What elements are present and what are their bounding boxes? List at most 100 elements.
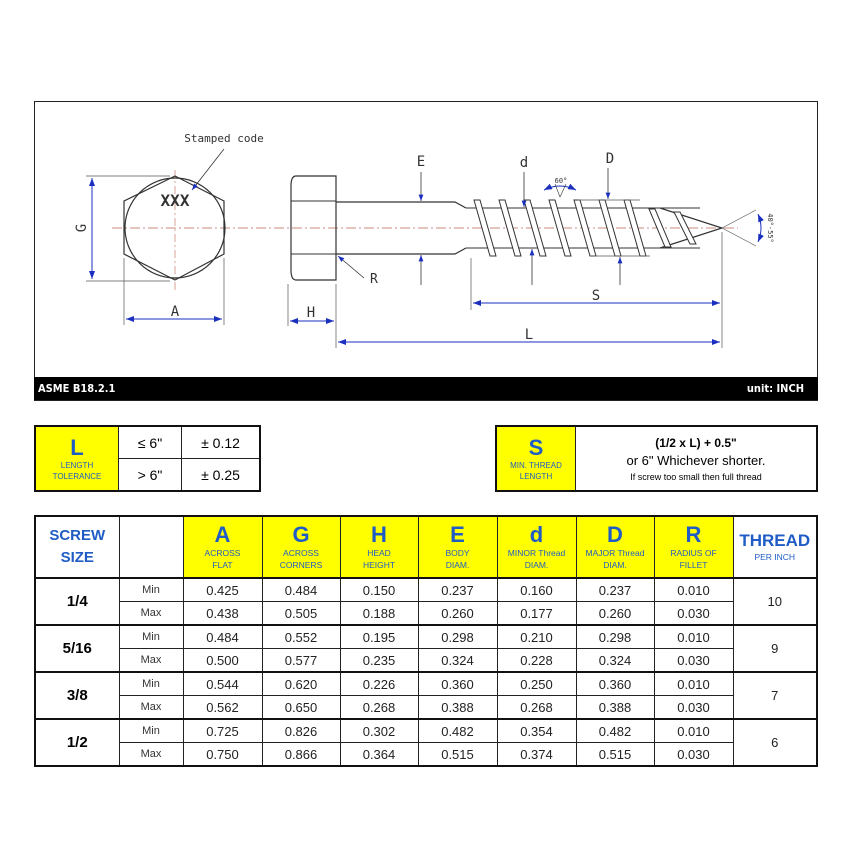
label-g: G — [74, 224, 90, 232]
label-h: H — [307, 305, 315, 321]
threads-per-inch-cell: 6 — [732, 718, 818, 767]
value-cell: 0.544 — [182, 671, 263, 696]
table-row: 5/16 Min 0.484 0.552 0.195 0.298 0.210 0.298 0.0… — [34, 624, 818, 673]
thread-per-inch-header: THREAD PER INCH — [732, 515, 818, 579]
condition-cell: > 6" — [118, 458, 182, 492]
value-cell: 0.515 — [417, 742, 498, 767]
value-cell: 0.298 — [575, 624, 655, 649]
header-text: SIZE — [60, 549, 94, 566]
caption: LENGTH — [519, 471, 553, 481]
column-caption: CORNERS — [279, 560, 323, 570]
value-cell: 0.866 — [261, 742, 341, 767]
value-cell: 0.388 — [575, 695, 655, 720]
label-r: R — [370, 272, 378, 287]
hex-head-front — [123, 175, 225, 281]
value-cell: 0.010 — [653, 577, 734, 602]
header-text: THREAD — [739, 531, 811, 550]
screw-size-cell: 1/2 — [34, 718, 120, 767]
threads-per-inch-cell: 7 — [732, 671, 818, 720]
value-cell: 0.388 — [417, 695, 498, 720]
label-e: E — [417, 154, 425, 170]
stamped-code-label: Stamped code — [184, 132, 263, 145]
column-header-h: H HEAD HEIGHT — [339, 515, 419, 579]
symbol-l: L — [70, 434, 84, 460]
value-cell: 0.515 — [575, 742, 655, 767]
tolerance-cell: ± 0.12 — [181, 425, 261, 459]
thread-flight — [673, 211, 697, 245]
value-cell: 0.226 — [339, 671, 419, 696]
value-cell: 0.438 — [182, 601, 263, 626]
value-cell: 0.500 — [182, 648, 263, 673]
min-label: Min — [118, 718, 184, 743]
value-cell: 0.160 — [496, 577, 577, 602]
column-caption: DIAM. — [445, 560, 470, 570]
value-cell: 0.268 — [496, 695, 577, 720]
value-cell: 0.260 — [575, 601, 655, 626]
value-cell: 0.010 — [653, 624, 734, 649]
thread-length-header: S MIN. THREAD LENGTH — [495, 425, 576, 492]
header-text: SCREW — [49, 527, 106, 544]
thread-length-table: S MIN. THREAD LENGTH (1/2 x L) + 0.5" or… — [495, 425, 818, 492]
value-cell: 0.150 — [339, 577, 419, 602]
technical-drawing-frame — [34, 101, 818, 401]
table-row: 3/8 Min 0.544 0.620 0.226 0.360 0.250 0.360 0.01… — [34, 671, 818, 720]
table-row: Max 0.500 0.577 0.235 0.324 0.228 0.324 0.030 — [35, 648, 817, 673]
value-cell: 0.250 — [496, 671, 577, 696]
label-a: A — [171, 304, 180, 320]
value-cell: 0.188 — [339, 601, 419, 626]
tolerance-cell: ± 0.25 — [181, 458, 261, 492]
thread-flight — [648, 208, 672, 248]
label-s: S — [592, 288, 600, 304]
rule-note: If screw too small then full thread — [630, 471, 762, 482]
screw-drawing: XXX Stamped code G A R E d D — [74, 132, 774, 348]
formula: (1/2 x L) + 0.5" — [655, 435, 737, 450]
blank-header — [118, 515, 184, 579]
value-cell: 0.360 — [417, 671, 498, 696]
min-label: Min — [118, 671, 184, 696]
value-cell: 0.235 — [339, 648, 419, 673]
thread-flight — [548, 199, 572, 257]
hex-head-side — [290, 175, 337, 281]
value-cell: 0.505 — [261, 601, 341, 626]
value-cell: 0.195 — [339, 624, 419, 649]
value-cell: 0.650 — [261, 695, 341, 720]
value-cell: 0.030 — [653, 695, 734, 720]
value-cell: 0.562 — [182, 695, 263, 720]
column-caption: MINOR Thread — [507, 548, 566, 558]
column-caption: BODY — [445, 548, 470, 558]
column-symbol: A — [214, 522, 231, 547]
unit-label: unit: INCH — [746, 382, 804, 395]
column-caption: MAJOR Thread — [585, 548, 645, 558]
value-cell: 0.750 — [182, 742, 263, 767]
table-row: Max 0.438 0.505 0.188 0.260 0.177 0.260 0.030 — [35, 601, 817, 626]
thread-length-rule: (1/2 x L) + 0.5" or 6" Whichever shorter… — [575, 425, 818, 492]
column-header-d: D MAJOR Thread DIAM. — [575, 515, 655, 579]
value-cell: 0.725 — [182, 718, 263, 743]
stamp-text: XXX — [161, 191, 190, 210]
thread-flight — [498, 199, 522, 257]
value-cell: 0.030 — [653, 742, 734, 767]
value-cell: 0.177 — [496, 601, 577, 626]
value-cell: 0.374 — [496, 742, 577, 767]
threads-per-inch-cell: 9 — [732, 624, 818, 673]
table-row: Max 0.562 0.650 0.268 0.388 0.268 0.388 0.030 — [35, 695, 817, 720]
threads-per-inch-cell: 10 — [732, 577, 818, 626]
condition-cell: ≤ 6" — [118, 425, 182, 459]
thread-flight — [473, 199, 497, 257]
column-symbol: H — [371, 522, 387, 547]
rule-text: or 6" Whichever shorter. — [626, 452, 766, 468]
label-d-major: D — [606, 151, 614, 167]
value-cell: 0.210 — [496, 624, 577, 649]
length-tolerance-header: L LENGTH TOLERANCE — [34, 425, 119, 492]
value-cell: 0.237 — [417, 577, 498, 602]
screw-size-cell: 3/8 — [34, 671, 120, 720]
caption: MIN. THREAD — [510, 460, 562, 470]
value-cell: 0.260 — [417, 601, 498, 626]
value-cell: 0.324 — [417, 648, 498, 673]
value-cell: 0.360 — [575, 671, 655, 696]
length-tolerance-table: L LENGTH TOLERANCE ≤ 6" ± 0.12 > 6" ± 0.… — [34, 425, 261, 492]
caption: LENGTH — [60, 460, 94, 470]
column-caption: ACROSS — [283, 548, 319, 558]
drawing-footer: ASME B18.2.1 unit: INCH — [34, 377, 818, 400]
